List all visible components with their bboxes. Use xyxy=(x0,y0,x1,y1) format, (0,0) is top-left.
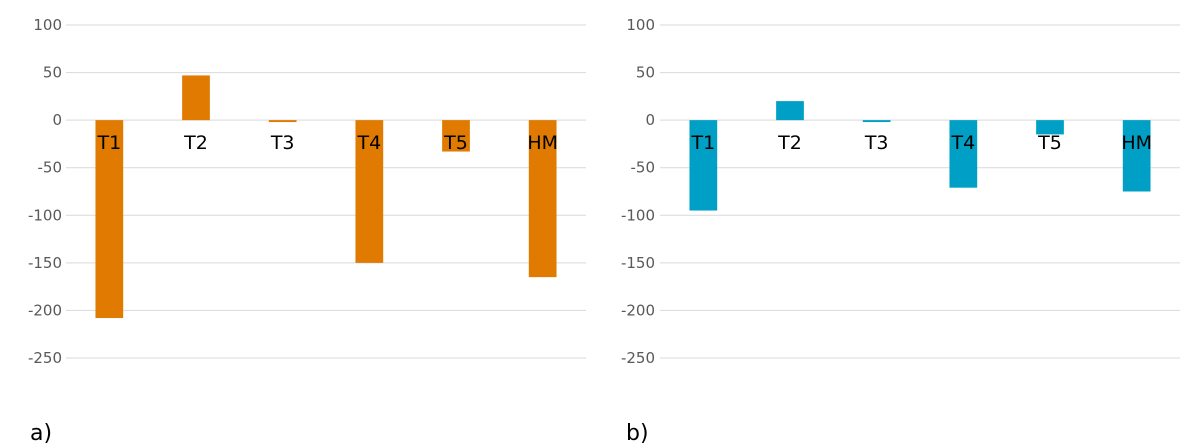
bar-a-t4 xyxy=(355,120,384,263)
y-tick-label-a-7: -250 xyxy=(28,349,62,367)
bar-b-t1 xyxy=(689,120,718,211)
bar-a-hm xyxy=(528,120,557,278)
y-tick-label-b-6: -200 xyxy=(621,301,655,319)
y-tick-label-b-4: -100 xyxy=(621,206,655,224)
chart-a: 100 50 0 -50 -100 -150 -200 -250 T1 T2 T3 T4 T5 HM a) xyxy=(28,16,586,443)
y-tick-label-a-3: -50 xyxy=(38,159,63,177)
panel-label-b: b) xyxy=(626,421,649,443)
x-category-label-a-t1: T1 xyxy=(96,132,121,154)
y-tick-label-a-5: -150 xyxy=(28,254,62,272)
x-category-label-b-t5: T5 xyxy=(1037,132,1062,154)
chart-b: 100 50 0 -50 -100 -150 -200 -250 T1 T2 T3 T4 T5 HM b) xyxy=(621,16,1180,443)
x-category-label-a-hm: HM xyxy=(527,132,558,154)
y-tick-label-b-5: -150 xyxy=(621,254,655,272)
x-category-label-a-t2: T2 xyxy=(183,132,208,154)
y-tick-label-b-7: -250 xyxy=(621,349,655,367)
bar-a-t3 xyxy=(268,120,297,123)
y-tick-label-b-2: 0 xyxy=(645,111,655,129)
y-tick-label-a-1: 50 xyxy=(43,64,62,82)
bar-b-hm xyxy=(1122,120,1151,192)
y-tick-label-a-4: -100 xyxy=(28,206,62,224)
y-tick-label-a-0: 100 xyxy=(33,16,62,34)
y-tick-label-a-2: 0 xyxy=(52,111,62,129)
bar-a-t5 xyxy=(442,120,470,152)
y-tick-label-b-3: -50 xyxy=(631,159,656,177)
x-category-label-b-t4: T4 xyxy=(950,132,975,154)
bar-a-t2 xyxy=(182,75,210,121)
y-tick-label-a-6: -200 xyxy=(28,301,62,319)
x-category-label-a-t4: T4 xyxy=(356,132,381,154)
x-category-label-b-t3: T3 xyxy=(864,132,889,154)
bar-b-t5 xyxy=(1036,120,1064,135)
x-category-label-a-t5: T5 xyxy=(443,132,468,154)
x-category-label-a-t3: T3 xyxy=(270,132,295,154)
bar-a-t1 xyxy=(95,120,124,319)
y-tick-label-b-0: 100 xyxy=(626,16,655,34)
panel-label-a: a) xyxy=(30,421,52,443)
x-category-label-b-hm: HM xyxy=(1121,132,1152,154)
x-category-label-b-t2: T2 xyxy=(777,132,802,154)
bar-b-t2 xyxy=(776,101,804,121)
x-category-label-b-t1: T1 xyxy=(690,132,715,154)
y-tick-label-b-1: 50 xyxy=(636,64,655,82)
bar-b-t3 xyxy=(862,120,891,123)
bar-b-t4 xyxy=(949,120,978,188)
